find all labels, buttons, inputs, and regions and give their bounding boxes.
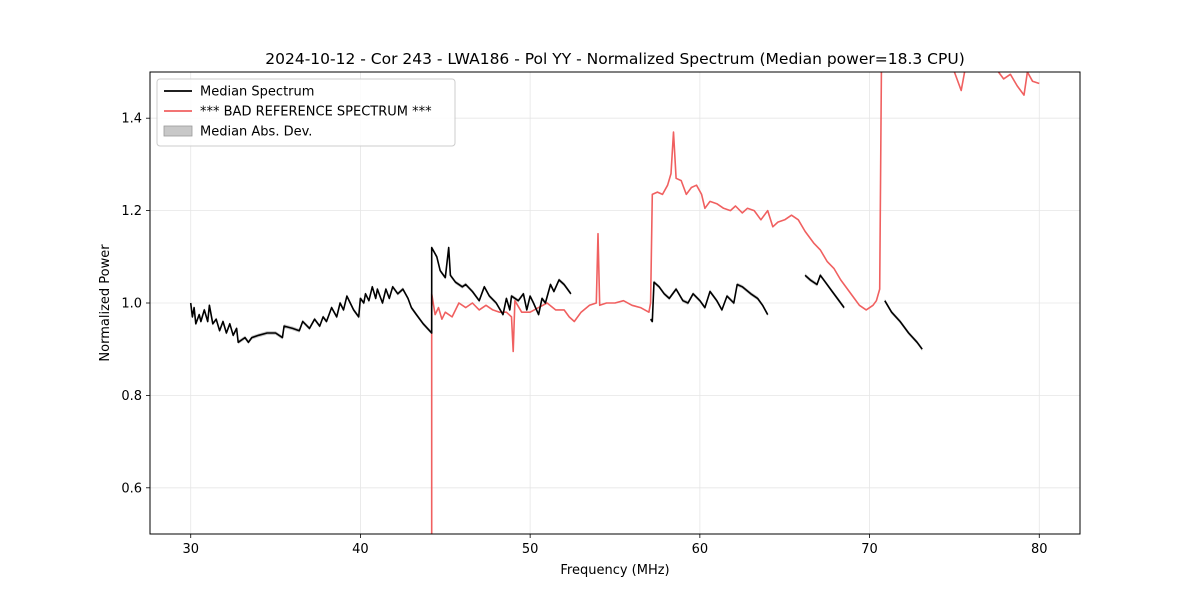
y-tick-label: 0.8 (121, 389, 142, 404)
legend-mad-label: Median Abs. Dev. (200, 125, 312, 140)
y-tick-label: 1.0 (121, 297, 142, 312)
axis-ticks: 30 40 50 60 70 80 0.6 0.8 1.0 1.2 1.4 (121, 112, 1047, 557)
y-tick-label: 0.6 (121, 481, 142, 496)
median-spectrum-line (649, 281, 769, 323)
legend-box (156, 78, 456, 147)
legend: Median Spectrum *** BAD REFERENCE SPECTR… (156, 78, 456, 147)
series-lines (189, 72, 1040, 534)
grid (150, 72, 1080, 534)
x-tick-label: 50 (522, 542, 539, 557)
legend-reference-label: *** BAD REFERENCE SPECTRUM *** (200, 105, 432, 120)
y-tick-label: 1.2 (121, 204, 142, 219)
median-spectrum-line (804, 274, 845, 309)
y-tick-label: 1.4 (121, 112, 142, 127)
reference-spectrum-line (997, 72, 1040, 96)
y-axis-label: Normalized Power (98, 244, 113, 362)
reference-spectrum-line (953, 72, 966, 92)
x-tick-label: 30 (182, 542, 199, 557)
median-spectrum-line (189, 246, 572, 344)
x-tick-label: 40 (352, 542, 369, 557)
chart-title: 2024-10-12 - Cor 243 - LWA186 - Pol YY -… (265, 50, 965, 68)
x-tick-label: 60 (692, 542, 709, 557)
x-tick-label: 80 (1031, 542, 1048, 557)
legend-median-label: Median Spectrum (200, 85, 314, 100)
legend-mad-patch-swatch (163, 125, 193, 137)
x-tick-label: 70 (861, 542, 878, 557)
x-axis-label: Frequency (MHz) (560, 563, 669, 578)
median-spectrum-line (884, 300, 923, 350)
